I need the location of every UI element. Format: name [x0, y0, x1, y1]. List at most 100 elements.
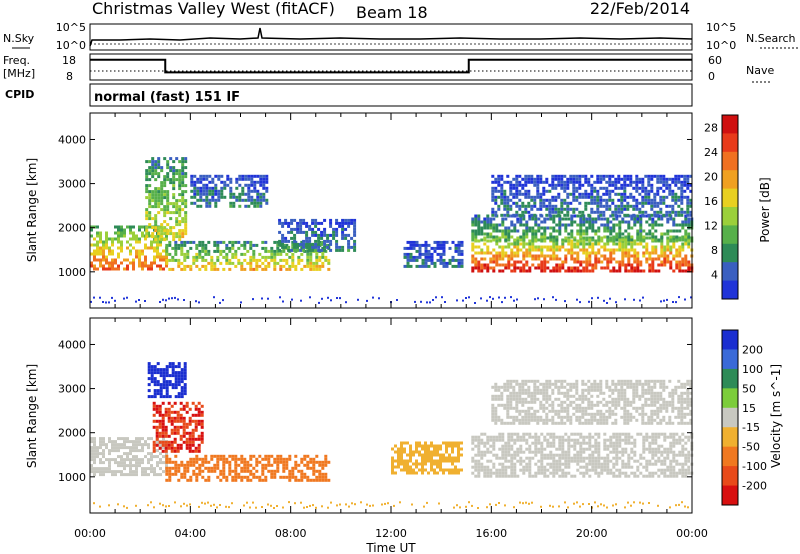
echo-cell: [204, 246, 208, 250]
echo-cell: [498, 468, 502, 472]
echo-cell: [154, 220, 158, 224]
echo-cell: [557, 183, 561, 187]
echo-cell: [552, 235, 556, 239]
echo-cell: [114, 446, 117, 450]
echo-cell: [612, 435, 616, 439]
echo-cell: [183, 475, 187, 479]
echo-cell: [627, 459, 631, 463]
echo-cell: [126, 258, 129, 262]
echo-cell: [179, 425, 183, 429]
echo-cell: [497, 183, 501, 187]
echo-cell: [424, 456, 427, 460]
echo-cell: [642, 447, 646, 451]
echo-cell: [183, 267, 187, 271]
echo-cell: [648, 257, 652, 261]
echo-cell: [111, 243, 114, 247]
echo-cell: [509, 186, 513, 190]
echo-cell: [264, 267, 268, 271]
echo-cell: [421, 258, 425, 262]
echo-cell: [681, 468, 685, 472]
echo-cell: [166, 196, 170, 200]
echo-cell: [406, 471, 409, 475]
echo-cell: [282, 264, 286, 268]
echo-cell: [647, 189, 651, 193]
echo-cell: [512, 379, 516, 383]
echo-cell: [180, 475, 184, 479]
echo-cell: [495, 257, 499, 261]
echo-cell: [252, 258, 256, 262]
echo-cell: [318, 255, 322, 259]
echo-cell: [231, 475, 235, 479]
echo-cell: [627, 232, 631, 236]
echo-cell: [415, 462, 418, 466]
echo-cell: [545, 177, 549, 181]
echo-cell: [531, 242, 535, 246]
echo-cell: [415, 450, 418, 454]
echo-cell: [689, 213, 693, 217]
echo-cell: [684, 468, 688, 472]
echo-cell: [99, 461, 102, 465]
echo-cell: [615, 248, 619, 252]
noise-panel: N.Sky 10^5 10^0 N.Search 10^5 10^0: [3, 21, 798, 52]
echo-cell: [576, 453, 580, 457]
echo-cell: [177, 246, 181, 250]
echo-cell: [573, 456, 577, 460]
echo-cell: [138, 228, 141, 232]
echo-cell: [533, 183, 537, 187]
echo-cell: [594, 266, 598, 270]
echo-cell: [515, 180, 519, 184]
echo-cell: [497, 394, 501, 398]
echo-cell: [155, 419, 159, 423]
echo-cell: [299, 230, 303, 234]
echo-cell: [474, 474, 478, 478]
echo-cell: [539, 195, 543, 199]
echo-cell: [686, 183, 690, 187]
echo-cell: [237, 261, 241, 265]
echo-cell: [176, 449, 180, 453]
echo-cell: [240, 252, 244, 256]
echo-cell: [543, 260, 547, 264]
echo-cell: [180, 395, 184, 399]
echo-cell: [515, 418, 519, 422]
echo-cell: [530, 406, 534, 410]
echo-cell: [585, 441, 589, 445]
echo-cell: [208, 174, 212, 178]
echo-cell: [178, 184, 182, 188]
echo-cell: [608, 183, 612, 187]
echo-cell: [196, 180, 200, 184]
echo-cell: [474, 229, 478, 233]
echo-cell: [240, 478, 244, 482]
echo-cell: [660, 444, 664, 448]
echo-cell: [291, 252, 295, 256]
echo-cell: [551, 388, 555, 392]
echo-cell: [617, 177, 621, 181]
echo-cell: [181, 160, 185, 164]
echo-cell: [524, 412, 528, 416]
echo-cell: [243, 457, 247, 461]
echo-cell: [549, 235, 553, 239]
echo-cell: [120, 249, 123, 253]
echo-cell: [471, 223, 475, 227]
echo-cell: [503, 403, 507, 407]
echo-cell: [246, 463, 250, 467]
echo-cell: [436, 444, 439, 448]
echo-cell: [144, 300, 146, 302]
echo-cell: [666, 468, 670, 472]
echo-cell: [135, 249, 138, 253]
echo-cell: [516, 236, 520, 240]
echo-cell: [258, 454, 262, 458]
echo-cell: [659, 210, 663, 214]
echo-cell: [495, 438, 499, 442]
echo-cell: [575, 385, 579, 389]
echo-cell: [575, 406, 579, 410]
echo-cell: [638, 201, 642, 205]
echo-cell: [468, 296, 470, 299]
echo-cell: [321, 240, 325, 244]
echo-cell: [653, 213, 657, 217]
echo-cell: [561, 450, 565, 454]
echo-cell: [296, 248, 300, 252]
echo-cell: [582, 266, 586, 270]
echo-cell: [644, 189, 648, 193]
echo-cell: [219, 240, 223, 244]
echo-cell: [566, 406, 570, 410]
